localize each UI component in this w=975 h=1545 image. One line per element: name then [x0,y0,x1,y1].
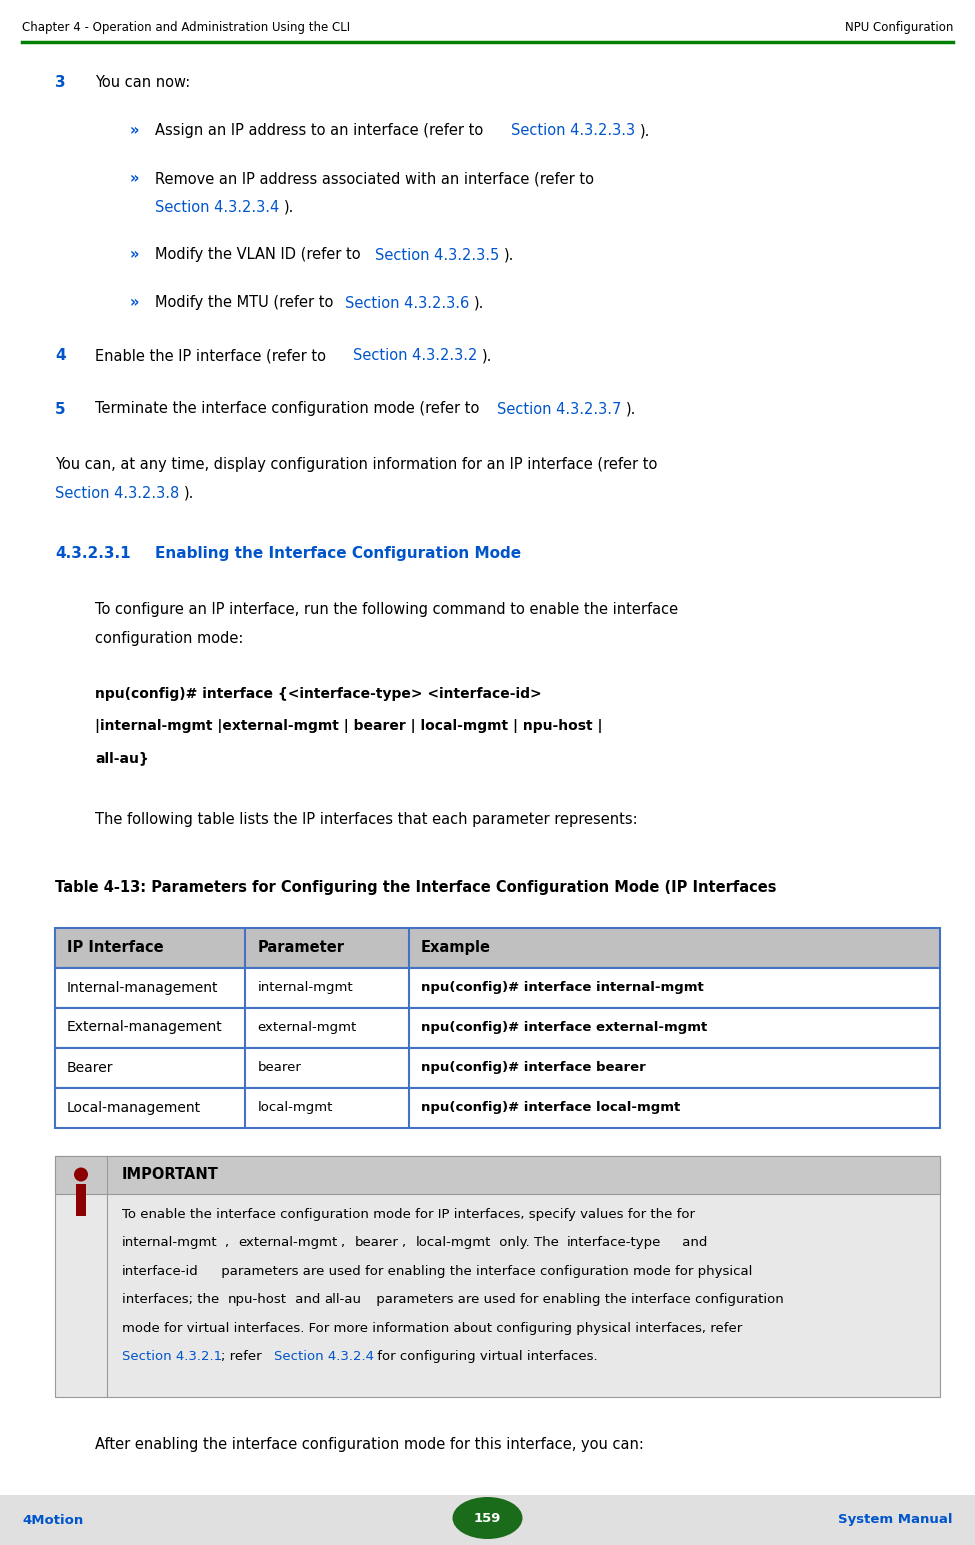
Text: npu-host: npu-host [227,1293,287,1306]
Text: NPU Configuration: NPU Configuration [844,22,953,34]
Text: 3: 3 [55,76,65,90]
Text: IMPORTANT: IMPORTANT [122,1166,218,1182]
Text: Table 4-13: Parameters for Configuring the Interface Configuration Mode (IP Inte: Table 4-13: Parameters for Configuring t… [55,879,776,895]
Text: ).: ). [184,487,194,501]
Text: Section 4.3.2.3.5: Section 4.3.2.3.5 [375,247,499,263]
Text: 159: 159 [474,1511,501,1525]
Text: 5: 5 [55,402,65,417]
Text: internal-mgmt: internal-mgmt [122,1236,217,1248]
Text: Section 4.3.2.1: Section 4.3.2.1 [122,1350,222,1363]
Text: IP Interface: IP Interface [67,939,164,955]
Text: bearer: bearer [257,1061,301,1074]
Text: local-mgmt: local-mgmt [415,1236,490,1248]
Text: Assign an IP address to an interface (refer to: Assign an IP address to an interface (re… [155,124,488,138]
Bar [55,1156,940,1397]
Text: ).: ). [504,247,514,263]
Text: parameters are used for enabling the interface configuration mode for physical: parameters are used for enabling the int… [217,1264,753,1278]
Text: »: » [130,295,139,311]
Text: You can now:: You can now: [95,76,190,90]
Text: npu(config)# interface internal-mgmt: npu(config)# interface internal-mgmt [421,981,704,993]
Text: 4.3.2.3.1: 4.3.2.3.1 [55,545,131,561]
Text: 4Motion: 4Motion [22,1514,83,1526]
Bar [55,1007,940,1048]
Text: local-mgmt: local-mgmt [257,1102,332,1114]
Bar [76,1183,86,1216]
Bar [55,1088,940,1128]
Text: Remove an IP address associated with an interface (refer to: Remove an IP address associated with an … [155,171,594,185]
Text: interface-id: interface-id [122,1264,199,1278]
Text: Section 4.3.2.3.4: Section 4.3.2.3.4 [155,199,279,215]
Text: ).: ). [626,402,637,417]
Text: configuration mode:: configuration mode: [95,630,244,646]
Text: ,: , [225,1236,233,1248]
Text: Local-management: Local-management [67,1100,201,1114]
Text: ,: , [341,1236,350,1248]
Text: ; refer: ; refer [221,1350,266,1363]
Text: Chapter 4 - Operation and Administration Using the CLI: Chapter 4 - Operation and Administration… [22,22,350,34]
Text: and: and [291,1293,325,1306]
Text: only. The: only. The [494,1236,563,1248]
Text: Section 4.3.2.3.6: Section 4.3.2.3.6 [344,295,469,311]
Text: for configuring virtual interfaces.: for configuring virtual interfaces. [372,1350,598,1363]
Bar [0,1496,975,1545]
Ellipse shape [452,1497,523,1539]
Text: external-mgmt: external-mgmt [238,1236,337,1248]
Text: Section 4.3.2.4: Section 4.3.2.4 [274,1350,373,1363]
Text: After enabling the interface configuration mode for this interface, you can:: After enabling the interface configurati… [95,1437,644,1451]
Text: 4: 4 [55,349,65,363]
Text: Modify the VLAN ID (refer to: Modify the VLAN ID (refer to [155,247,366,263]
Bar [55,1156,940,1193]
Text: Parameter: Parameter [257,939,344,955]
Text: internal-mgmt: internal-mgmt [257,981,353,993]
Text: ,: , [402,1236,410,1248]
Text: npu(config)# interface local-mgmt: npu(config)# interface local-mgmt [421,1102,681,1114]
Text: Terminate the interface configuration mode (refer to: Terminate the interface configuration mo… [95,402,484,417]
Text: You can, at any time, display configuration information for an IP interface (ref: You can, at any time, display configurat… [55,457,657,473]
Text: mode for virtual interfaces. For more information about configuring physical int: mode for virtual interfaces. For more in… [122,1321,742,1335]
Text: »: » [130,247,139,263]
Circle shape [74,1168,88,1182]
Text: Section 4.3.2.3.8: Section 4.3.2.3.8 [55,487,179,501]
Text: Modify the MTU (refer to: Modify the MTU (refer to [155,295,338,311]
Text: Section 4.3.2.3.7: Section 4.3.2.3.7 [497,402,621,417]
Text: interface-type: interface-type [567,1236,662,1248]
Bar [55,967,940,1007]
Text: all-au: all-au [324,1293,361,1306]
Text: npu(config)# interface {<interface-type> <interface-id>: npu(config)# interface {<interface-type>… [95,686,542,700]
Text: ).: ). [284,199,294,215]
Text: Section 4.3.2.3.2: Section 4.3.2.3.2 [353,349,477,363]
Text: interfaces; the: interfaces; the [122,1293,223,1306]
Text: »: » [130,171,139,185]
Text: The following table lists the IP interfaces that each parameter represents:: The following table lists the IP interfa… [95,811,638,827]
Text: parameters are used for enabling the interface configuration: parameters are used for enabling the int… [371,1293,783,1306]
Text: npu(config)# interface bearer: npu(config)# interface bearer [421,1061,645,1074]
Text: Example: Example [421,939,491,955]
Text: External-management: External-management [67,1021,222,1035]
Text: Enable the IP interface (refer to: Enable the IP interface (refer to [95,349,331,363]
Bar [55,927,940,967]
Bar [55,1048,940,1088]
Text: external-mgmt: external-mgmt [257,1021,357,1034]
Text: Enabling the Interface Configuration Mode: Enabling the Interface Configuration Mod… [155,545,521,561]
Text: and: and [679,1236,708,1248]
Text: »: » [130,124,139,138]
Text: System Manual: System Manual [838,1514,953,1526]
Text: ).: ). [482,349,492,363]
Text: all-au}: all-au} [95,751,149,765]
Text: To enable the interface configuration mode for IP interfaces, specify values for: To enable the interface configuration mo… [122,1208,695,1221]
Text: npu(config)# interface external-mgmt: npu(config)# interface external-mgmt [421,1021,707,1034]
Text: bearer: bearer [355,1236,399,1248]
Text: Internal-management: Internal-management [67,981,218,995]
Text: Section 4.3.2.3.3: Section 4.3.2.3.3 [512,124,636,138]
Text: |internal-mgmt |external-mgmt | bearer | local-mgmt | npu-host |: |internal-mgmt |external-mgmt | bearer |… [95,718,603,732]
Text: ).: ). [474,295,484,311]
Text: To configure an IP interface, run the following command to enable the interface: To configure an IP interface, run the fo… [95,603,679,616]
Text: ).: ). [641,124,650,138]
Text: Bearer: Bearer [67,1060,113,1074]
